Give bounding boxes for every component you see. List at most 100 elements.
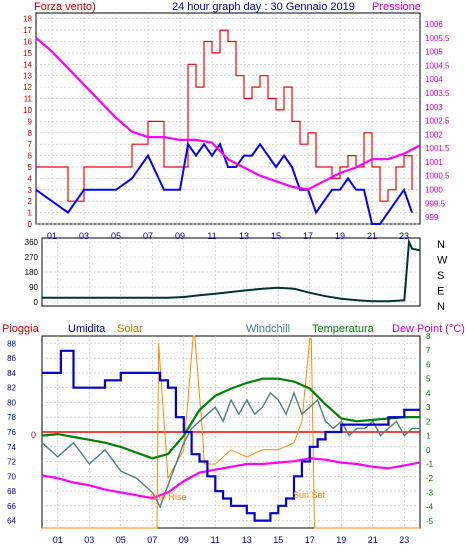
- direction-tick-label: 270: [25, 253, 39, 262]
- humidity-tick-label: 70: [7, 472, 16, 481]
- wind-x-tick-label: 17: [303, 231, 313, 241]
- temp-x-tick-label: 19: [336, 535, 346, 545]
- legend-temperature: Temperatura: [312, 323, 375, 335]
- wind-y-tick-label: 9: [28, 117, 33, 126]
- wind-y-tick-label: 1: [28, 209, 33, 218]
- temperature-tick-label: 4: [426, 389, 431, 398]
- temp-x-tick-label: 15: [273, 535, 283, 545]
- temperature-tick-label: 8: [426, 332, 431, 341]
- pressure-tick-label: 1001.5: [425, 144, 450, 153]
- temperature-tick-label: 3: [426, 403, 431, 412]
- wind-y-tick-label: 5: [28, 163, 33, 172]
- temperature-tick-label: -1: [426, 460, 434, 469]
- pressure-tick-label: 1001: [425, 158, 443, 167]
- sunrise-label: Sun Rise: [150, 492, 187, 502]
- compass-label: W: [437, 255, 448, 267]
- temperature-tick-label: -2: [426, 474, 434, 483]
- humidity-tick-label: 88: [7, 339, 16, 348]
- temp-x-tick-label: 03: [84, 535, 94, 545]
- temperature-tick-label: -5: [426, 517, 434, 526]
- wind-y-tick-label: 11: [24, 95, 33, 104]
- temperature-tick-label: 1: [426, 432, 431, 441]
- temp-x-tick-label: 23: [399, 535, 409, 545]
- temp-x-tick-label: 21: [368, 535, 378, 545]
- wind-y-tick-label: 6: [28, 152, 33, 161]
- graph-title: 24 hour graph day : 30 Gennaio 2019: [172, 1, 355, 13]
- humidity-tick-label: 66: [7, 502, 16, 511]
- wind-y-tick-label: 4: [28, 174, 33, 183]
- pressure-tick-label: 1003: [425, 103, 443, 112]
- wind-x-tick-label: 19: [335, 231, 345, 241]
- temp-x-tick-label: 11: [211, 535, 220, 545]
- wind-x-tick-label: 13: [239, 231, 249, 241]
- temperature-tick-label: 6: [426, 360, 431, 369]
- wind-y-tick-label: 7: [28, 140, 33, 149]
- direction-tick-label: 180: [25, 268, 39, 277]
- humidity-tick-label: 72: [7, 458, 16, 467]
- direction-tick-label: 90: [29, 283, 38, 292]
- wind-x-tick-label: 21: [367, 231, 377, 241]
- temperature-tick-label: -3: [426, 488, 434, 497]
- temperature-tick-label: 0: [426, 446, 431, 455]
- wind-x-tick-label: 03: [79, 231, 89, 241]
- humidity-series-line: [42, 349, 420, 522]
- legend-rain: Pioggia: [2, 323, 40, 335]
- pressure-tick-label: 1006: [425, 20, 443, 29]
- direction-tick-label: 0: [34, 298, 39, 307]
- wind-y-tick-label: 14: [23, 60, 32, 69]
- humidity-tick-label: 84: [7, 369, 16, 378]
- solar-series-line: [42, 335, 420, 529]
- temperature-tick-label: 2: [426, 417, 431, 426]
- temperature-tick-label: 7: [426, 346, 431, 355]
- wind-y-tick-label: 16: [23, 38, 32, 47]
- gust-series-line: [36, 29, 413, 202]
- wind-series-line: [35, 141, 413, 225]
- pressure-tick-label: 1004: [425, 75, 443, 84]
- wind-y-tick-label: 2: [28, 197, 33, 206]
- wind-x-tick-label: 15: [271, 231, 281, 241]
- legend-solar: Solar: [117, 323, 143, 335]
- rain-zero-label: 0: [31, 430, 36, 440]
- pressure-tick-label: 999.5: [425, 199, 446, 208]
- humidity-tick-label: 74: [7, 443, 16, 452]
- humidity-tick-label: 86: [7, 354, 16, 363]
- pressure-tick-label: 1005: [425, 48, 443, 57]
- pressure-tick-label: 1002: [425, 130, 443, 139]
- temp-x-tick-label: 13: [242, 535, 252, 545]
- temperature-tick-label: -4: [426, 503, 434, 512]
- humidity-tick-label: 64: [7, 517, 16, 526]
- pressure-tick-label: 1002.5: [425, 117, 450, 126]
- wind-x-tick-label: 09: [175, 231, 185, 241]
- compass-label: E: [437, 286, 444, 298]
- wind-y-tick-label: 12: [23, 83, 32, 92]
- temperature-tick-label: 5: [426, 375, 431, 384]
- wind-y-tick-label: 18: [23, 15, 32, 24]
- wind-y-tick-label: 0: [28, 220, 33, 229]
- direction-tick-label: 360: [25, 238, 39, 247]
- sunset-label: Sun Set: [293, 490, 326, 500]
- windchill-series-line: [41, 390, 420, 509]
- legend-humidity: Umidita: [68, 323, 106, 335]
- humidity-tick-label: 80: [7, 398, 16, 407]
- humidity-tick-label: 78: [7, 413, 16, 422]
- pressure-tick-label: 1000.5: [425, 172, 450, 181]
- compass-label: N: [437, 301, 445, 313]
- compass-label: S: [437, 270, 444, 282]
- direction-series-line: [42, 238, 421, 303]
- wind-y-tick-label: 13: [23, 72, 32, 81]
- legend-windchill: Windchill: [246, 323, 290, 335]
- temperature-series-line: [41, 377, 420, 460]
- wind-x-tick-label: 23: [399, 231, 409, 241]
- pressure-axis-title: Pressione: [372, 1, 421, 13]
- wind-y-tick-label: 17: [23, 26, 32, 35]
- wind-y-tick-label: 15: [23, 49, 32, 58]
- wind-x-tick-label: 11: [207, 231, 216, 241]
- temp-x-tick-label: 17: [305, 535, 315, 545]
- dewpoint-series-line: [41, 457, 421, 500]
- wind-y-tick-label: 10: [23, 106, 32, 115]
- wind-x-tick-label: 05: [111, 231, 121, 241]
- humidity-tick-label: 76: [7, 428, 16, 437]
- temp-x-tick-label: 09: [179, 535, 189, 545]
- pressure-tick-label: 1005.5: [425, 34, 450, 43]
